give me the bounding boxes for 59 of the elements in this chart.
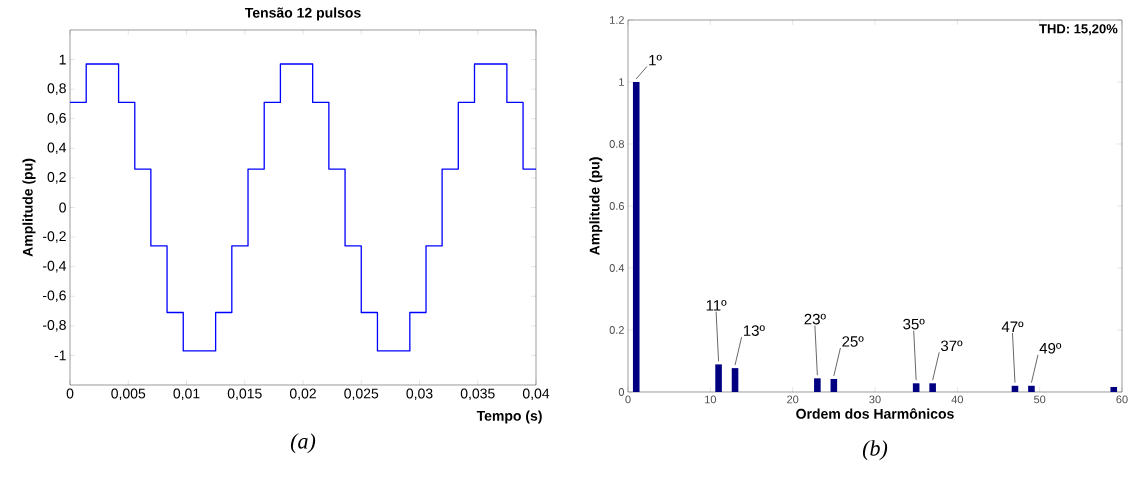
x-tick-label: 20	[787, 395, 799, 404]
chart-title: Tensão 12 pulsos	[244, 7, 361, 21]
y-tick-label: 0.4	[609, 264, 625, 272]
y-axis-title: Amplitude (pu)	[589, 157, 603, 256]
y-tick-label: 0.8	[609, 140, 624, 148]
x-tick-label: 0	[625, 395, 631, 404]
annotation: 35º	[903, 318, 925, 330]
y-tick-label: 0.6	[609, 202, 624, 210]
y-axis-title: Amplitude (pu)	[22, 158, 36, 257]
x-tick-label: 0,005	[111, 388, 146, 401]
y-tick-label: -0,2	[42, 231, 66, 243]
text: (a)	[290, 433, 316, 454]
annotation: 1º	[649, 54, 662, 66]
y-tick-label: 0,4	[47, 142, 67, 155]
x-tick-label: 50	[1033, 395, 1046, 404]
y-tick-label: 1	[619, 78, 624, 86]
x-tick-label: 60	[1116, 395, 1128, 404]
x-tick-label: 10	[705, 395, 717, 404]
y-tick-label: 0,8	[47, 83, 66, 95]
annotation: THD: 15,20%	[1039, 24, 1118, 36]
y-tick-label: -0,8	[42, 320, 66, 332]
annotation: 49º	[1039, 342, 1062, 354]
bar	[929, 383, 936, 392]
text: (b)	[862, 440, 888, 461]
x-axis-title: Ordem dos Harmônicos	[796, 408, 954, 419]
bar	[632, 81, 640, 392]
x-tick-label: 0	[66, 388, 74, 399]
bar	[731, 368, 739, 392]
x-tick-label: 0,01	[173, 388, 200, 401]
x-tick-label: 0,015	[227, 388, 262, 401]
x-tick-label: 0,02	[289, 388, 316, 401]
x-tick-label: 30	[869, 395, 881, 404]
y-tick-label: 1.2	[610, 16, 624, 24]
y-tick-label: -0,6	[42, 290, 66, 303]
bar	[912, 383, 920, 392]
y-tick-label: 0	[59, 202, 66, 213]
annotation: 23º	[804, 313, 826, 325]
y-tick-label: 0,2	[47, 172, 66, 184]
x-tick-label: 0,03	[406, 388, 433, 401]
y-tick-label: -0,4	[42, 260, 67, 273]
bar	[1028, 385, 1035, 392]
x-tick-label: 0,025	[344, 388, 379, 401]
bar	[830, 378, 838, 392]
x-tick-label: 0,035	[460, 388, 495, 401]
x-axis-title: Tempo (s)	[476, 410, 542, 424]
x-tick-label: 40	[951, 395, 963, 404]
y-tick-label: 1	[59, 54, 66, 65]
annotation: 25º	[842, 336, 864, 347]
y-tick-label: -1	[54, 350, 66, 361]
annotation: 11º	[706, 300, 727, 311]
bar	[814, 378, 821, 392]
y-tick-label: 0,6	[47, 112, 66, 125]
annotation: 13º	[743, 325, 765, 336]
annotation: 37º	[940, 340, 963, 352]
bar	[1110, 387, 1118, 392]
bar	[715, 364, 722, 392]
annotation: 47º	[1001, 321, 1024, 332]
y-tick-label: 0.2	[609, 326, 624, 334]
x-tick-label: 0,04	[522, 388, 550, 401]
